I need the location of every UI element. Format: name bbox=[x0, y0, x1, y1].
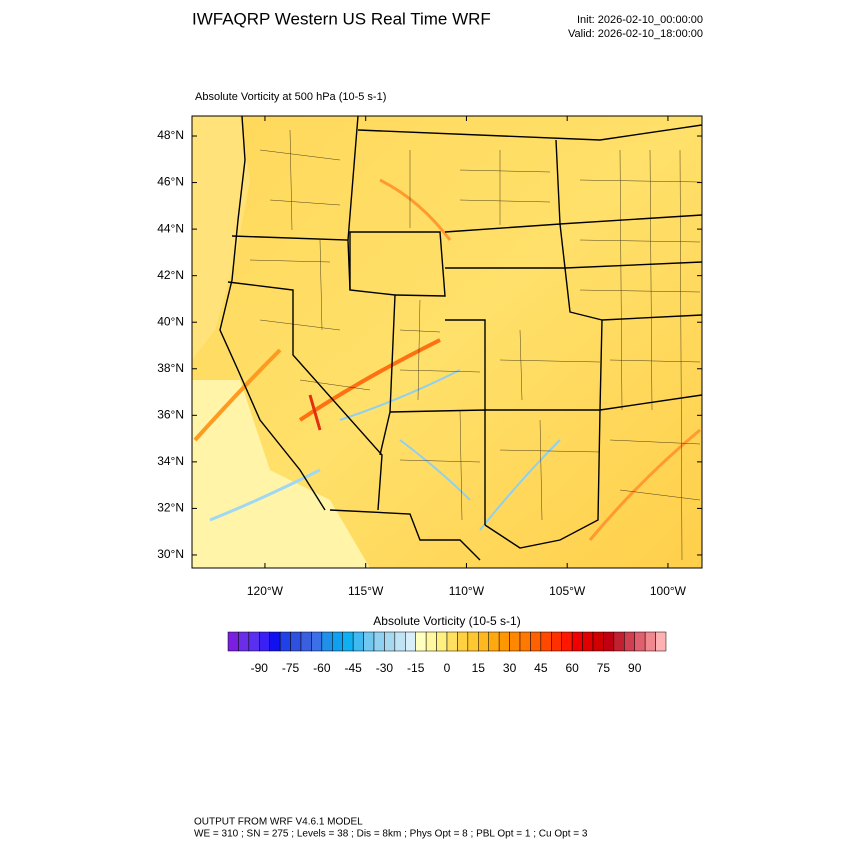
colorbar-box bbox=[373, 631, 385, 652]
y-tick-label: 40°N bbox=[157, 314, 184, 328]
colorbar-box bbox=[561, 631, 573, 652]
map-subtitle: Absolute Vorticity at 500 hPa (10-5 s-1) bbox=[195, 91, 386, 103]
colorbar-box bbox=[634, 631, 646, 652]
colorbar-box bbox=[457, 631, 469, 652]
y-tick-label: 32°N bbox=[157, 501, 184, 515]
colorbar-box bbox=[582, 631, 594, 652]
colorbar-box bbox=[394, 631, 406, 652]
colorbar-title: Absolute Vorticity (10-5 s-1) bbox=[373, 614, 520, 628]
y-tick-label: 42°N bbox=[157, 268, 184, 282]
colorbar-box bbox=[644, 631, 656, 652]
colorbar-tick-label: -75 bbox=[282, 661, 300, 675]
colorbar-box bbox=[603, 631, 615, 652]
colorbar-tick-label: 60 bbox=[565, 661, 579, 675]
colorbar-box bbox=[238, 631, 250, 652]
colorbar-box bbox=[363, 631, 375, 652]
colorbar-box bbox=[509, 631, 521, 652]
colorbar-box bbox=[311, 631, 323, 652]
colorbar-box bbox=[498, 631, 510, 652]
y-tick-label: 30°N bbox=[157, 547, 184, 561]
colorbar-tick-label: -15 bbox=[407, 661, 425, 675]
colorbar-tick-label: -90 bbox=[251, 661, 269, 675]
colorbar-box bbox=[352, 631, 364, 652]
colorbar-box bbox=[467, 631, 479, 652]
colorbar-box bbox=[540, 631, 552, 652]
x-tick-label: 105°W bbox=[549, 584, 586, 598]
footer-line: WE = 310 ; SN = 275 ; Levels = 38 ; Dis … bbox=[194, 829, 588, 840]
colorbar-tick-label: 0 bbox=[444, 661, 451, 675]
colorbar-box bbox=[425, 631, 437, 652]
colorbar-box bbox=[248, 631, 260, 652]
colorbar-tick-label: -30 bbox=[376, 661, 394, 675]
colorbar-tick-label: -60 bbox=[313, 661, 331, 675]
colorbar-box bbox=[384, 631, 396, 652]
colorbar-tick-label: 45 bbox=[534, 661, 548, 675]
colorbar-box bbox=[592, 631, 604, 652]
colorbar-box bbox=[488, 631, 500, 652]
y-tick-label: 34°N bbox=[157, 454, 184, 468]
colorbar-box bbox=[655, 631, 667, 652]
colorbar-box bbox=[332, 631, 343, 652]
colorbar-box bbox=[551, 631, 562, 652]
x-tick-label: 100°W bbox=[650, 584, 687, 598]
colorbar-box bbox=[342, 631, 354, 652]
colorbar-box bbox=[436, 631, 448, 652]
colorbar-tick-label: 15 bbox=[472, 661, 486, 675]
colorbar-box bbox=[227, 631, 239, 652]
colorbar-box bbox=[624, 631, 635, 652]
x-tick-label: 120°W bbox=[247, 584, 284, 598]
colorbar-box bbox=[613, 631, 625, 652]
map-frame bbox=[191, 115, 703, 569]
colorbar-tick-label: -45 bbox=[344, 661, 362, 675]
y-tick-label: 48°N bbox=[157, 128, 184, 142]
colorbar-box bbox=[300, 631, 312, 652]
colorbar-box bbox=[519, 631, 531, 652]
colorbar-tick-label: 75 bbox=[597, 661, 611, 675]
title: IWFAQRP Western US Real Time WRF bbox=[192, 9, 491, 28]
colorbar-box bbox=[571, 631, 583, 652]
footer-line: OUTPUT FROM WRF V4.6.1 MODEL bbox=[194, 817, 363, 828]
colorbar-box bbox=[405, 631, 416, 652]
colorbar-box bbox=[478, 631, 489, 652]
colorbar-box bbox=[279, 631, 291, 652]
colorbar-box bbox=[259, 631, 270, 652]
map-field bbox=[192, 116, 702, 568]
colorbar-box bbox=[530, 631, 542, 652]
colorbar-tick-label: 90 bbox=[628, 661, 642, 675]
init-time: Init: 2026-02-10_00:00:00 bbox=[577, 14, 703, 26]
x-tick-label: 115°W bbox=[348, 584, 384, 598]
x-tick-label: 110°W bbox=[449, 584, 485, 598]
colorbar-box bbox=[290, 631, 302, 652]
colorbar-box bbox=[446, 631, 458, 652]
y-tick-label: 36°N bbox=[157, 407, 184, 421]
valid-time: Valid: 2026-02-10_18:00:00 bbox=[568, 28, 703, 40]
y-tick-label: 44°N bbox=[157, 221, 184, 235]
colorbar-box bbox=[321, 631, 333, 652]
colorbar-box bbox=[415, 631, 427, 652]
y-tick-label: 38°N bbox=[157, 361, 184, 375]
colorbar-tick-label: 30 bbox=[503, 661, 517, 675]
y-tick-label: 46°N bbox=[157, 175, 184, 189]
colorbar-box bbox=[269, 631, 281, 652]
